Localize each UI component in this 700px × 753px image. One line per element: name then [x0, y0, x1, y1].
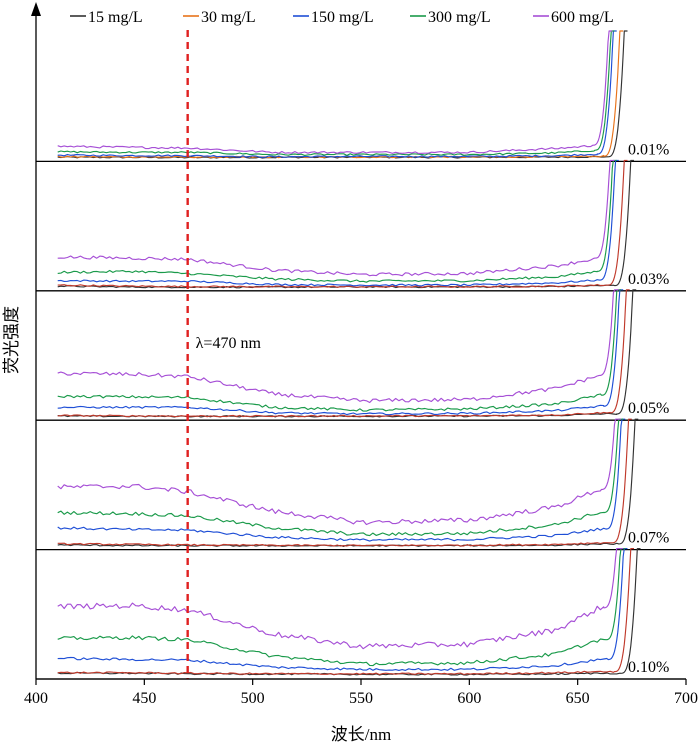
- spectrum-line: [57, 548, 634, 676]
- reference-line-label: λ=470 nm: [196, 335, 262, 352]
- spectrum-line: [57, 159, 634, 289]
- reference-line-layer: λ=470 nm: [186, 30, 262, 679]
- legend-item: 150 mg/L: [293, 9, 374, 26]
- axes: 400 450 500 550 600 650 700 波长/nm 荧光强度: [2, 2, 698, 744]
- legend-item: 300 mg/L: [410, 9, 491, 26]
- legend-label: 300 mg/L: [428, 9, 491, 26]
- spectrum-line: [57, 289, 619, 404]
- spectrum-line: [57, 159, 628, 288]
- y-axis-label: 荧光强度: [2, 306, 21, 374]
- panel: 0.10%: [36, 548, 686, 680]
- spectrum-line: [57, 30, 628, 159]
- legend-item: 600 mg/L: [533, 9, 614, 26]
- spectrum-line: [57, 418, 626, 542]
- panel-label: 0.07%: [628, 530, 669, 547]
- spectrum-line: [57, 30, 615, 156]
- x-tick-label: 450: [132, 690, 156, 707]
- spectrum-line: [57, 30, 624, 159]
- spectrum-line: [57, 548, 626, 667]
- spectrum-line: [57, 289, 630, 418]
- stacked-panels: 0.01% 0.03% 0.05% 0.07% 0.10%: [36, 30, 686, 680]
- spectrum-line: [57, 30, 617, 158]
- legend-label: 30 mg/L: [201, 9, 256, 26]
- legend-label: 600 mg/L: [551, 9, 614, 26]
- spectrum-line: [57, 289, 624, 416]
- x-tick-label: 650: [566, 690, 590, 707]
- x-tick-label: 400: [24, 690, 48, 707]
- spectrum-line: [57, 548, 641, 676]
- legend-item: 30 mg/L: [183, 9, 256, 26]
- legend-label: 15 mg/L: [88, 9, 143, 26]
- spectrum-line: [57, 289, 621, 412]
- spectrum-line: [57, 418, 639, 547]
- spectrum-line: [57, 418, 632, 547]
- x-tick-label: 500: [241, 690, 265, 707]
- x-tick-label: 550: [349, 690, 373, 707]
- y-axis-arrow-icon: [31, 2, 41, 16]
- spectrum-line: [57, 548, 624, 650]
- panel-label: 0.03%: [628, 271, 669, 288]
- x-tick-label: 700: [674, 690, 698, 707]
- legend-item: 15 mg/L: [70, 9, 143, 26]
- spectrum-line: [57, 159, 615, 277]
- legend-label: 150 mg/L: [311, 9, 374, 26]
- panel: 0.07%: [36, 418, 686, 551]
- spectrum-line: [57, 30, 613, 154]
- panel: 0.05%: [36, 289, 686, 421]
- panel-label: 0.01%: [628, 141, 669, 158]
- panel: 0.01%: [36, 30, 686, 163]
- spectrum-line: [57, 159, 617, 283]
- spectrum-line: [57, 418, 624, 537]
- spectrum-line: [57, 418, 621, 526]
- x-axis-label: 波长/nm: [331, 725, 391, 744]
- legend: 15 mg/L 30 mg/L 150 mg/L 300 mg/L 600 mg/L: [70, 9, 614, 26]
- spectrum-line: [57, 159, 619, 287]
- panel-label: 0.10%: [628, 659, 669, 676]
- x-tick-label: 600: [457, 690, 481, 707]
- x-ticks: 400 450 500 550 600 650 700: [24, 679, 698, 707]
- panel-label: 0.05%: [628, 400, 669, 417]
- panel: 0.03%: [36, 159, 686, 292]
- spectrum-line: [57, 548, 628, 671]
- spectrum-line: [57, 289, 637, 418]
